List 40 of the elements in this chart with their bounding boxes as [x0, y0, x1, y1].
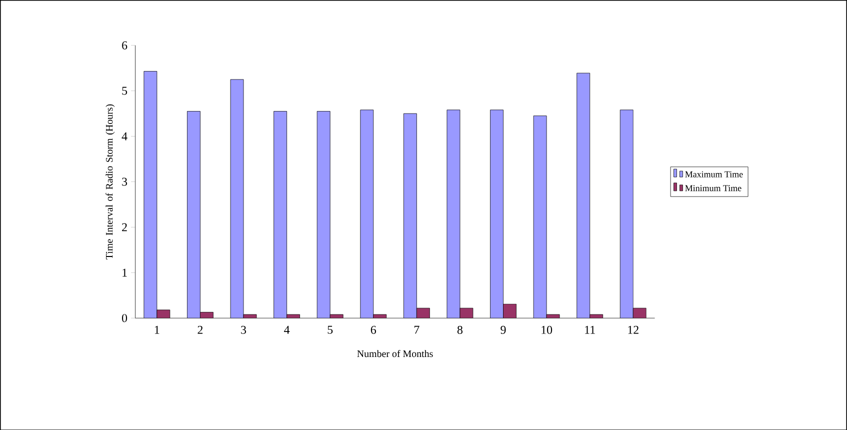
- bar: [230, 79, 244, 318]
- bar: [446, 110, 460, 318]
- bar: [187, 111, 200, 318]
- y-axis-title: Time Interval of Radio Storm (Hours): [106, 104, 115, 260]
- bar: [317, 111, 330, 318]
- bar: [404, 113, 417, 318]
- bar: [620, 110, 634, 318]
- x-tick-label: 10: [542, 326, 552, 334]
- y-tick-label: 2: [122, 223, 127, 231]
- bar: [632, 308, 646, 318]
- y-tick-label: 1: [122, 268, 127, 276]
- legend-label: Minimum Time: [685, 184, 742, 192]
- bar: [360, 110, 374, 318]
- bar: [416, 308, 430, 318]
- x-axis-title: Number of Months: [357, 350, 433, 357]
- bar: [490, 110, 504, 318]
- bar: [274, 111, 287, 318]
- bar: [200, 312, 214, 318]
- x-tick-label: 12: [628, 326, 638, 334]
- x-tick-label: 4: [284, 326, 290, 334]
- bar: [503, 304, 516, 318]
- x-tick-label: 6: [370, 326, 376, 334]
- bar: [144, 71, 157, 318]
- x-tick-label: 7: [414, 326, 420, 334]
- x-tick-label: 3: [241, 326, 246, 334]
- legend-label: Maximum Time: [685, 171, 743, 178]
- bar: [156, 310, 170, 318]
- y-tick-label: 5: [122, 86, 128, 95]
- x-tick-label: 5: [328, 326, 333, 334]
- x-tick-label: 2: [198, 326, 203, 334]
- bar: [576, 72, 590, 318]
- x-tick-label: 9: [500, 326, 506, 334]
- x-tick-label: 11: [585, 326, 595, 334]
- x-tick-label: 8: [457, 326, 462, 334]
- x-tick-label: 1: [154, 326, 160, 334]
- bar: [534, 116, 547, 318]
- y-tick-label: 0: [122, 314, 128, 322]
- y-tick-label: 3: [122, 178, 128, 186]
- y-tick-label: 4: [122, 132, 128, 140]
- y-tick-label: 6: [122, 41, 128, 50]
